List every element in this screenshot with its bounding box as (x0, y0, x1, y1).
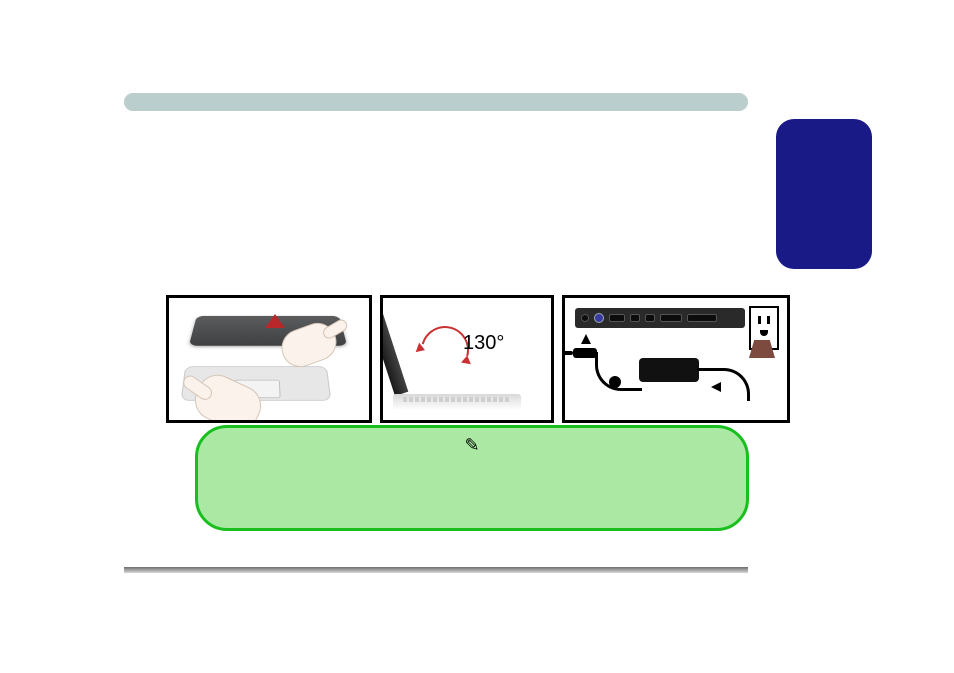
dc-in-port-icon (581, 314, 589, 322)
note-callout: ✎ (195, 425, 749, 531)
dc-in-arrow-icon (581, 334, 591, 344)
panel-open-lid (166, 295, 372, 423)
ac-in-arrow-icon (711, 382, 721, 392)
laptop-base-side (393, 394, 521, 410)
hdmi-port-icon (609, 314, 625, 322)
ferrite-core-icon (609, 376, 621, 388)
vent-icon (687, 314, 717, 322)
lan-port-icon (660, 314, 682, 322)
angle-label: 130° (463, 332, 504, 355)
ac-cable-icon (697, 368, 750, 401)
panel-power-connect (562, 295, 790, 423)
instruction-figure: 130° (166, 295, 790, 423)
vga-port-icon (594, 313, 604, 323)
header-bar (124, 93, 748, 111)
laptop-screen-side (380, 306, 408, 396)
lift-arrow-icon (265, 314, 285, 328)
panel-open-angle: 130° (380, 295, 554, 423)
note-icon: ✎ (464, 436, 479, 454)
dc-barrel-plug-icon (573, 348, 597, 358)
laptop-rear-ports (575, 308, 745, 328)
chapter-tab (776, 119, 872, 269)
usb-port-icon (645, 314, 655, 322)
usb-port-icon (630, 314, 640, 322)
footer-divider (124, 567, 748, 573)
ac-adapter-brick-icon (639, 358, 699, 382)
